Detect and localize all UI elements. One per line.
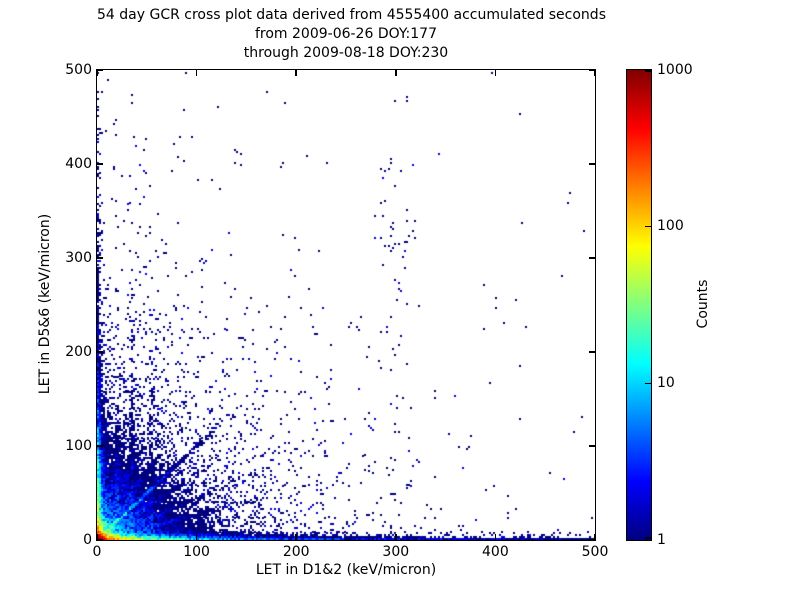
y-tick (589, 539, 595, 541)
y-tick (589, 163, 595, 165)
x-tick-label: 200 (282, 544, 310, 560)
figure-title-line-2: from 2009-06-26 DOY:177 (254, 26, 437, 42)
x-tick (395, 70, 397, 76)
colorbar-tick-label: 100 (657, 218, 684, 235)
y-tick (97, 257, 103, 259)
scatter-plot-canvas (97, 70, 595, 540)
x-tick-label: 100 (183, 544, 210, 560)
x-axis-label: LET in D1&2 (keV/micron) (255, 562, 437, 578)
colorbar-tick (645, 225, 651, 228)
y-tick (97, 163, 103, 165)
y-tick (589, 69, 595, 71)
x-tick (594, 70, 596, 76)
x-tick (195, 70, 198, 76)
x-tick (96, 70, 98, 76)
y-tick-label: 200 (65, 343, 92, 360)
colorbar-label: Counts (695, 279, 711, 329)
y-tick-label: 0 (83, 531, 92, 548)
x-tick (594, 534, 596, 540)
y-tick (589, 351, 595, 353)
x-tick-label: 400 (482, 544, 509, 560)
figure-title: 54 day GCR cross plot data derived from … (97, 6, 606, 63)
colorbar-tick (645, 70, 651, 72)
y-tick-label: 300 (65, 249, 92, 266)
x-tick-label: 0 (92, 544, 102, 560)
colorbar-tick-label: 1000 (657, 61, 693, 78)
plot-border (95, 68, 596, 541)
colorbar-tick-label: 1 (657, 531, 666, 548)
y-tick-label: 500 (65, 61, 92, 78)
colorbar-tick-label: 10 (657, 374, 675, 391)
y-tick (97, 69, 103, 71)
x-tick (494, 534, 497, 540)
colorbar-tick (645, 382, 651, 385)
x-tick (395, 534, 397, 540)
y-tick-label: 100 (65, 437, 92, 454)
x-tick (195, 534, 198, 540)
x-tick-label: 500 (581, 544, 609, 560)
x-tick (494, 70, 497, 76)
y-tick (589, 257, 595, 259)
x-tick (96, 534, 98, 540)
x-tick (295, 70, 297, 76)
colorbar-tick (645, 537, 651, 539)
x-tick-label: 300 (382, 544, 410, 560)
y-axis-label: LET in D5&6 (keV/micron) (37, 213, 53, 395)
figure-title-line-3: through 2009-08-18 DOY:230 (243, 45, 449, 61)
colorbar (626, 69, 652, 541)
y-tick-label: 400 (65, 155, 92, 172)
y-tick (97, 539, 103, 541)
y-tick (97, 445, 103, 447)
figure-title-line-1: 54 day GCR cross plot data derived from … (97, 7, 606, 23)
x-tick (295, 534, 297, 540)
y-tick (97, 351, 103, 353)
y-tick (589, 445, 595, 447)
